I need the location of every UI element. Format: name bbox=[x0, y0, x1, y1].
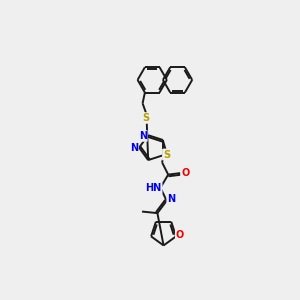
Text: S: S bbox=[163, 150, 170, 160]
Text: S: S bbox=[163, 150, 170, 160]
Text: N: N bbox=[130, 143, 138, 153]
Text: S: S bbox=[142, 113, 149, 123]
Text: O: O bbox=[181, 168, 189, 178]
Text: N: N bbox=[139, 131, 147, 141]
Text: N: N bbox=[167, 194, 175, 204]
Text: O: O bbox=[176, 230, 184, 240]
Text: HN: HN bbox=[146, 184, 162, 194]
